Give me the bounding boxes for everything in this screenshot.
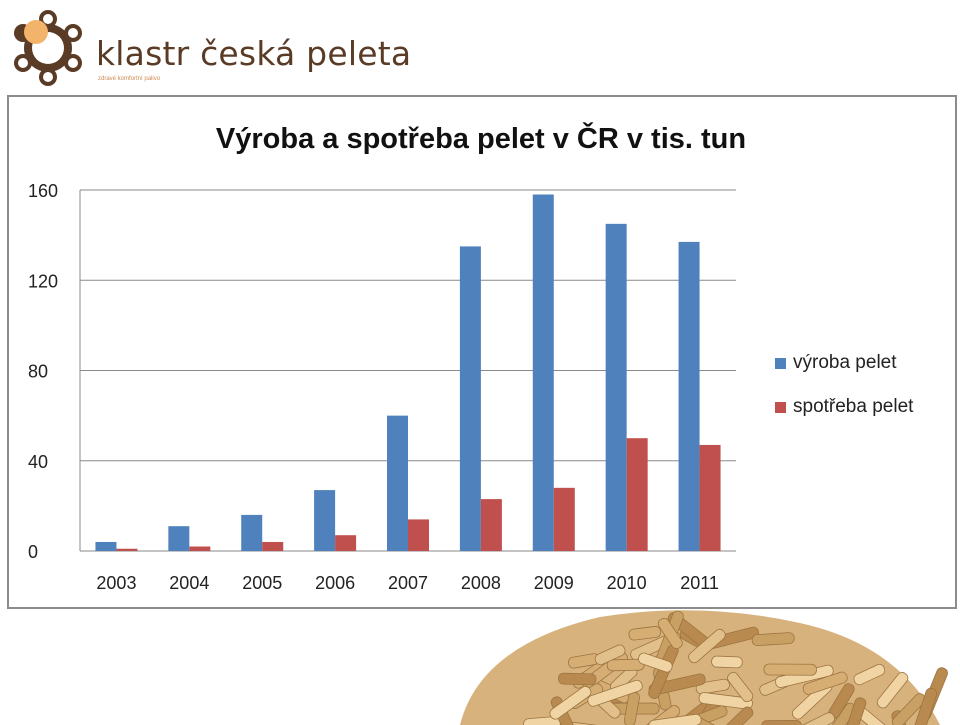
bar-spotreba-2010 <box>626 438 648 551</box>
bar-vyroba-2010 <box>605 223 627 551</box>
y-tick-label: 0 <box>28 542 38 562</box>
pellet-shape <box>763 663 817 676</box>
pellet-shape <box>789 712 835 725</box>
x-tick-label: 2004 <box>169 573 209 593</box>
pellet-shape <box>711 655 743 669</box>
x-tick-label: 2006 <box>315 573 355 593</box>
pellet-shape <box>876 672 909 709</box>
pellet-shape <box>853 663 886 686</box>
x-tick-label: 2011 <box>680 573 719 593</box>
bar-spotreba-2006 <box>335 535 357 551</box>
legend-item-spotreba: spotřeba pelet <box>775 396 913 418</box>
pellet-shape <box>648 713 702 725</box>
pellet-shape <box>688 628 726 664</box>
x-tick-label: 2003 <box>96 573 136 593</box>
bar-spotreba-2005 <box>262 541 284 551</box>
legend-item-vyroba: výroba pelet <box>775 352 913 374</box>
bar-vyroba-2008 <box>459 246 481 551</box>
x-tick-label: 2008 <box>461 573 501 593</box>
y-tick-label: 40 <box>28 452 48 472</box>
bar-spotreba-2004 <box>189 546 211 551</box>
bar-vyroba-2003 <box>95 541 117 551</box>
pellet-shape <box>846 697 867 725</box>
legend-swatch-vyroba <box>775 357 786 369</box>
bar-spotreba-2009 <box>553 487 575 551</box>
legend-swatch-spotreba <box>775 401 786 413</box>
bar-spotreba-2003 <box>116 548 138 551</box>
bar-vyroba-2005 <box>241 514 263 551</box>
chart-title: Výroba a spotřeba pelet v ČR v tis. tun <box>0 123 960 156</box>
legend-label-spotreba: spotřeba pelet <box>793 396 914 417</box>
pellet-shape <box>802 671 848 695</box>
logo-tagline: zdravé komfortní palivo <box>98 76 161 82</box>
pellet-shape <box>587 679 643 707</box>
y-tick-label: 120 <box>28 271 58 291</box>
pellet-shape <box>638 652 673 673</box>
x-tick-label: 2007 <box>388 573 428 593</box>
pellet-shape <box>913 687 938 725</box>
bar-vyroba-2007 <box>387 415 408 551</box>
x-tick-label: 2009 <box>534 573 574 593</box>
x-tick-label: 2010 <box>607 573 647 593</box>
pellet-shape <box>727 671 754 703</box>
logo: klastr česká peleta zdravé komfortní pal… <box>6 8 411 88</box>
bar-spotreba-2011 <box>699 444 721 551</box>
bar-spotreba-2008 <box>480 499 502 551</box>
pellet-shape <box>594 644 626 666</box>
pellet-shape <box>761 719 802 725</box>
pellet-shape <box>698 692 753 710</box>
logo-name: klastr česká peleta <box>96 34 412 73</box>
bar-vyroba-2009 <box>532 194 554 551</box>
x-tick-label: 2005 <box>242 573 282 593</box>
bar-vyroba-2011 <box>678 241 700 552</box>
chart-title-text: Výroba a spotřeba pelet v ČR v tis. tun <box>215 123 747 155</box>
y-tick-label: 80 <box>28 362 48 382</box>
y-tick-label: 160 <box>28 181 58 201</box>
pellet-shape <box>657 617 683 650</box>
bar-spotreba-2007 <box>408 519 429 551</box>
pellet-shape <box>549 685 592 720</box>
pellet-shape <box>558 672 597 686</box>
pellet-shape <box>628 626 662 641</box>
pellet-shape <box>891 693 926 725</box>
legend: výroba pelet spotřeba pelet <box>775 352 913 440</box>
pellet-shape <box>561 720 606 725</box>
pellet-shape <box>725 706 754 725</box>
pellet-shape <box>751 632 795 647</box>
wood-pellets-image <box>460 610 948 725</box>
legend-label-vyroba: výroba pelet <box>793 352 897 373</box>
bar-vyroba-2004 <box>168 526 190 551</box>
cog-logo-icon <box>14 10 82 86</box>
bar-vyroba-2006 <box>314 490 336 551</box>
